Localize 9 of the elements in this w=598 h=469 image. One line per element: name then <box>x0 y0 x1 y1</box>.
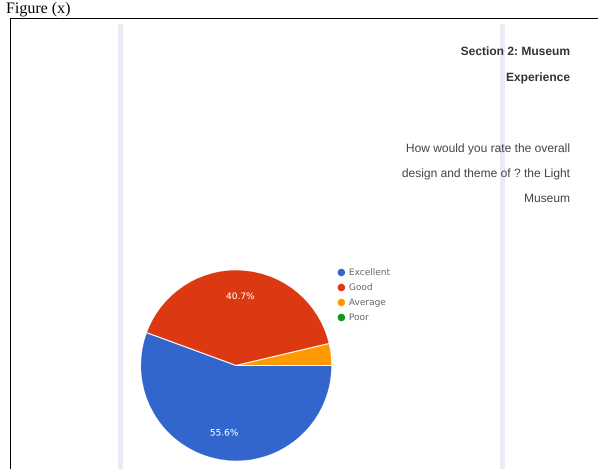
text: Section 2: Museum Experience <box>460 43 570 86</box>
data-label: 40.7% <box>226 292 256 302</box>
data-label: 55.6% <box>210 428 239 439</box>
text: How would you rate the overall design and theme of ? the Light Museum <box>400 140 570 207</box>
legend-label: Average <box>348 298 386 308</box>
legend-label: Good <box>348 282 373 293</box>
legend-label: Poor <box>348 312 370 323</box>
legend-label: Excellent <box>348 268 390 278</box>
text: Figure (x) <box>6 0 70 18</box>
